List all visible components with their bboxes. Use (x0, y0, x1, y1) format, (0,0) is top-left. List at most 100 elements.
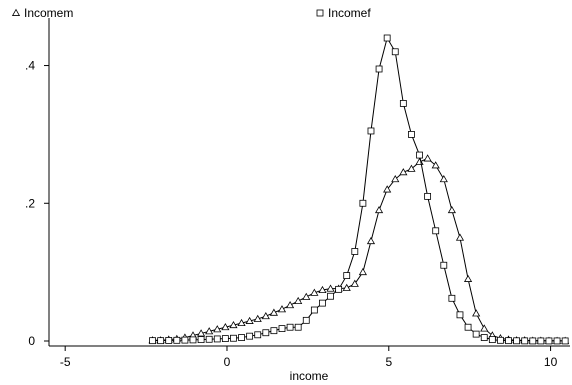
triangle-marker (399, 168, 408, 176)
triangle-marker (261, 312, 270, 320)
triangle-marker (391, 174, 400, 183)
triangle-marker (245, 316, 254, 324)
x-axis-title: income (290, 369, 329, 383)
legend-item-incomem: Incomem (11, 6, 73, 20)
triangle-marker (350, 279, 359, 287)
square-marker (294, 323, 302, 331)
square-marker (432, 227, 440, 235)
triangle-marker (237, 318, 246, 327)
x-tick-label: 0 (224, 355, 231, 369)
square-marker (399, 100, 407, 107)
legend: Incomem Incomef (11, 6, 371, 20)
triangle-marker (197, 329, 206, 337)
triangle-marker (358, 267, 367, 276)
triangle-marker (374, 205, 384, 214)
triangle-marker (213, 325, 222, 333)
square-marker (343, 272, 351, 279)
series-incomef (149, 34, 569, 345)
square-marker (416, 151, 423, 159)
square-marker (302, 316, 310, 324)
x-tick-label: -5 (60, 355, 71, 369)
square-marker (375, 65, 383, 73)
square-marker (319, 299, 326, 307)
square-marker (497, 336, 504, 344)
triangle-marker (277, 305, 287, 313)
square-marker (391, 48, 399, 56)
square-marker (408, 131, 415, 138)
triangle-marker (229, 320, 238, 329)
triangle-marker (423, 154, 432, 162)
square-marker (440, 261, 448, 269)
square-marker (561, 337, 569, 345)
x-tick-label: 5 (385, 355, 392, 369)
square-marker (448, 294, 456, 302)
square-marker (553, 337, 561, 345)
square-marker (488, 336, 496, 344)
triangle-marker (269, 308, 278, 316)
triangle-marker (383, 185, 392, 193)
triangle-marker (302, 292, 311, 300)
triangle-marker (415, 157, 424, 165)
square-marker (335, 285, 343, 293)
square-marker (456, 311, 464, 319)
square-marker (262, 329, 270, 337)
legend-label: Incomem (24, 6, 73, 20)
triangle-marker (318, 285, 327, 293)
square-marker (181, 336, 189, 344)
triangle-marker (253, 314, 262, 322)
plot-area (148, 34, 570, 345)
square-marker (464, 323, 472, 331)
square-marker (165, 337, 173, 344)
square-marker (205, 335, 213, 343)
square-marker (157, 337, 165, 345)
axes (48, 18, 570, 347)
triangle-marker (455, 233, 465, 241)
square-marker (505, 337, 512, 345)
square-marker (270, 327, 278, 335)
triangle-marker (342, 283, 351, 291)
triangle-marker (407, 164, 416, 172)
square-marker (197, 336, 205, 344)
x-tick-label: 10 (544, 355, 558, 369)
legend-label: Incomef (328, 6, 371, 20)
legend-square-marker (316, 9, 324, 17)
square-marker (367, 127, 375, 135)
square-marker (230, 334, 237, 342)
triangle-marker (294, 296, 303, 305)
square-marker (246, 332, 254, 340)
triangle-marker (310, 288, 319, 296)
square-marker (238, 334, 245, 341)
square-marker (189, 336, 197, 344)
triangle-marker (472, 309, 481, 317)
square-marker (213, 335, 221, 343)
y-tick-label: .2 (25, 196, 35, 210)
square-marker (537, 337, 545, 345)
triangle-marker (431, 161, 440, 169)
triangle-marker (463, 274, 473, 282)
square-marker (472, 330, 480, 338)
legend-item-incomef: Incomef (316, 6, 371, 20)
x-ticks: -5 0 5 10 (60, 346, 558, 369)
square-marker (286, 323, 294, 331)
series-incomem (148, 154, 570, 344)
y-ticks: 0 .2 .4 (25, 59, 49, 348)
square-marker (278, 325, 286, 333)
square-marker (149, 337, 156, 345)
square-marker (545, 337, 553, 345)
square-marker (480, 334, 488, 341)
series-line (152, 157, 566, 342)
square-marker (424, 192, 432, 200)
square-marker (529, 337, 537, 345)
triangle-marker (480, 324, 489, 332)
y-tick-label: .4 (25, 59, 35, 73)
square-marker (513, 337, 521, 345)
square-marker (383, 34, 391, 42)
square-marker (221, 335, 229, 342)
triangle-marker (439, 174, 448, 183)
legend-triangle-marker (11, 8, 21, 16)
y-tick-label: 0 (28, 334, 35, 348)
square-marker (521, 337, 529, 345)
triangle-marker (285, 300, 295, 309)
square-marker (254, 331, 262, 339)
